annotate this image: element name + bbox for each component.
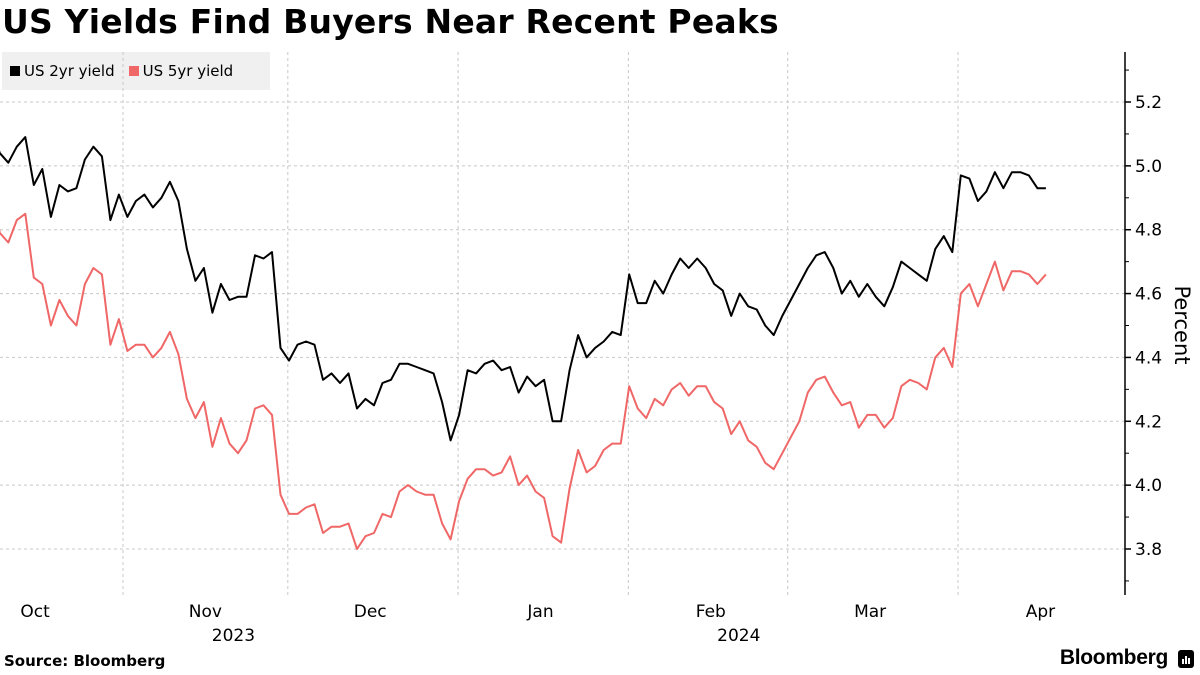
x-tick-label: Dec: [354, 602, 387, 622]
chart-title: US Yields Find Buyers Near Recent Peaks: [2, 2, 779, 41]
legend: US 2yr yield US 5yr yield: [2, 52, 270, 90]
y-tick-label: 5.2: [1135, 93, 1162, 113]
y-tick-label: 4.6: [1135, 285, 1162, 305]
y-tick-label: 3.8: [1135, 540, 1162, 560]
y-tick-label: 4.4: [1135, 348, 1162, 368]
legend-label-5yr: US 5yr yield: [142, 62, 234, 80]
legend-label-2yr: US 2yr yield: [24, 62, 115, 80]
y-axis: 3.8 4.0 4.2 4.4 4.6 4.8 5.0 5.2: [1124, 52, 1162, 595]
x-year-label: 2023: [212, 626, 255, 646]
x-tick-label: Jan: [526, 602, 553, 622]
x-year-label: 2024: [717, 626, 760, 646]
legend-item-5yr: US 5yr yield: [128, 62, 234, 80]
y-tick-label: 4.8: [1135, 221, 1162, 241]
legend-swatch-2yr: [10, 66, 20, 76]
x-tick-label: Oct: [20, 602, 50, 622]
y-axis-label: Percent: [1170, 285, 1194, 364]
x-tick-label: Apr: [1026, 602, 1055, 622]
legend-item-2yr: US 2yr yield: [10, 62, 115, 80]
x-axis: Oct Nov Dec Jan Feb Mar Apr 2023 2024: [20, 602, 1055, 646]
y-tick-label: 5.0: [1135, 157, 1162, 177]
x-tick-label: Mar: [854, 602, 886, 622]
legend-swatch-5yr: [128, 66, 139, 76]
bloomberg-chart-icon: [1178, 650, 1194, 668]
x-tick-label: Nov: [189, 602, 222, 622]
y-tick-label: 4.0: [1135, 476, 1162, 496]
series-lines: [0, 136, 1047, 550]
x-tick-label: Feb: [696, 602, 726, 622]
source-note: Source: Bloomberg: [4, 652, 166, 670]
series-line-us-2yr: [0, 136, 1046, 442]
y-tick-label: 4.2: [1135, 412, 1162, 432]
bloomberg-logo: Bloomberg: [1059, 646, 1168, 669]
gridlines: [0, 52, 1125, 595]
series-line-us-5yr: [0, 212, 1047, 550]
